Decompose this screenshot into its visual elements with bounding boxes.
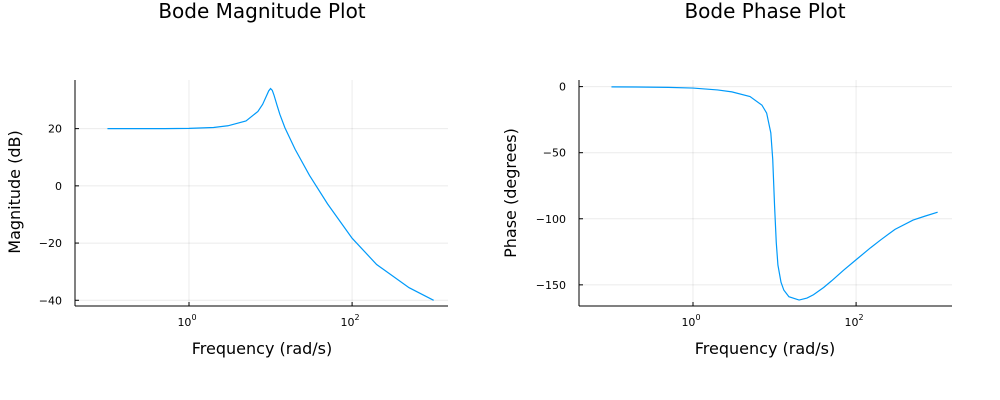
magnitude-y-tick-label: −20 — [39, 237, 62, 250]
phase-y-tick-label: 0 — [559, 81, 566, 94]
magnitude-series-line — [107, 87, 434, 301]
magnitude-x-axis-label: Frequency (rad/s) — [192, 339, 333, 358]
phase-y-tick-label: −150 — [536, 279, 566, 292]
phase-grid — [579, 80, 952, 306]
magnitude-title: Bode Magnitude Plot — [158, 0, 365, 23]
magnitude-y-tick-label: −40 — [39, 294, 62, 307]
phase-y-axis-label: Phase (degrees) — [501, 128, 520, 258]
magnitude-grid — [75, 80, 448, 306]
phase-y-tick-label: −100 — [536, 213, 566, 226]
phase-ticks: 100 102 0 −50 −100 −150 — [536, 81, 864, 329]
phase-title: Bode Phase Plot — [684, 0, 845, 23]
phase-panel: Bode Phase Plot 100 102 0 −50 −100 −150 Frequ… — [501, 0, 952, 358]
phase-series — [611, 86, 938, 301]
phase-series-line — [611, 86, 938, 301]
magnitude-series — [107, 87, 434, 301]
magnitude-panel: Bode Magnitude Plot 100 102 20 0 −20 −40 Freq… — [5, 0, 448, 358]
magnitude-x-tick-label: 102 — [341, 313, 360, 329]
phase-x-tick-label: 100 — [681, 313, 700, 329]
magnitude-x-tick-label: 100 — [177, 313, 196, 329]
phase-y-tick-label: −50 — [543, 147, 566, 160]
phase-x-axis-label: Frequency (rad/s) — [695, 339, 836, 358]
magnitude-y-axis-label: Magnitude (dB) — [5, 130, 24, 253]
phase-x-tick-label: 102 — [845, 313, 864, 329]
phase-axes — [578, 80, 952, 307]
magnitude-y-tick-label: 20 — [48, 123, 62, 136]
magnitude-y-tick-label: 0 — [55, 180, 62, 193]
magnitude-axes — [74, 80, 448, 307]
magnitude-ticks: 100 102 20 0 −20 −40 — [39, 123, 360, 329]
